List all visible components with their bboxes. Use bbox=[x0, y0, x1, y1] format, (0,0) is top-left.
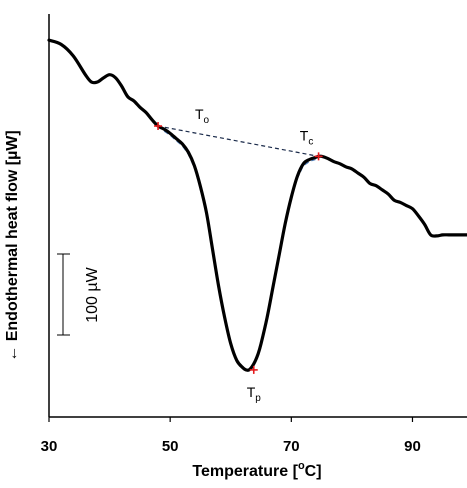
annotation-onset: To bbox=[195, 106, 210, 126]
marker-onset bbox=[154, 122, 163, 131]
x-tick-label-50: 50 bbox=[162, 438, 179, 455]
baseline-tangent-line bbox=[157, 125, 319, 157]
marker-endset bbox=[314, 152, 323, 161]
x-tick-label-30: 30 bbox=[41, 438, 58, 455]
scale-bar: 100 µW bbox=[57, 253, 101, 336]
annotation-endset: Tc bbox=[300, 127, 314, 147]
x-tick-marks bbox=[48, 417, 414, 422]
tangent-left-dashed bbox=[163, 130, 226, 320]
x-axis-title: Temperature [oC] bbox=[192, 460, 321, 480]
annotation-peak: Tp bbox=[247, 384, 262, 404]
x-tick-labels: 30 50 70 90 bbox=[41, 438, 421, 455]
scale-bar-label: 100 µW bbox=[84, 266, 101, 322]
plot-area bbox=[48, 14, 467, 418]
heat-flow-curve bbox=[47, 38, 467, 372]
y-axis-title: ← Endothermal heat flow [µW] bbox=[4, 130, 21, 361]
x-axis-title-sup: o bbox=[298, 460, 305, 472]
x-tick-label-90: 90 bbox=[404, 438, 421, 455]
x-tick-label-70: 70 bbox=[283, 438, 300, 455]
key-point-annotations: To Tp Tc bbox=[195, 106, 313, 404]
marker-peak bbox=[249, 365, 258, 374]
key-point-markers bbox=[154, 122, 323, 374]
x-axis-title-main: Temperature [ bbox=[192, 463, 298, 480]
x-axis-title-unit: C] bbox=[305, 463, 322, 480]
